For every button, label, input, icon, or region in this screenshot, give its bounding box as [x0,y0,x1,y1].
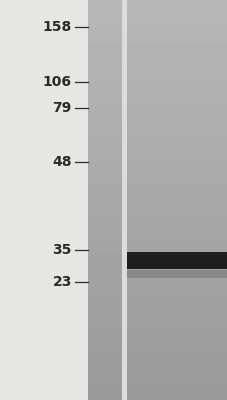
Text: 35: 35 [52,243,72,257]
Text: 48: 48 [52,155,72,169]
Bar [121,0,126,400]
Text: 23: 23 [52,275,72,289]
Text: 79: 79 [52,101,72,115]
Bar [126,252,227,269]
Bar [126,270,227,278]
Text: 158: 158 [42,20,72,34]
Text: 106: 106 [43,75,72,89]
